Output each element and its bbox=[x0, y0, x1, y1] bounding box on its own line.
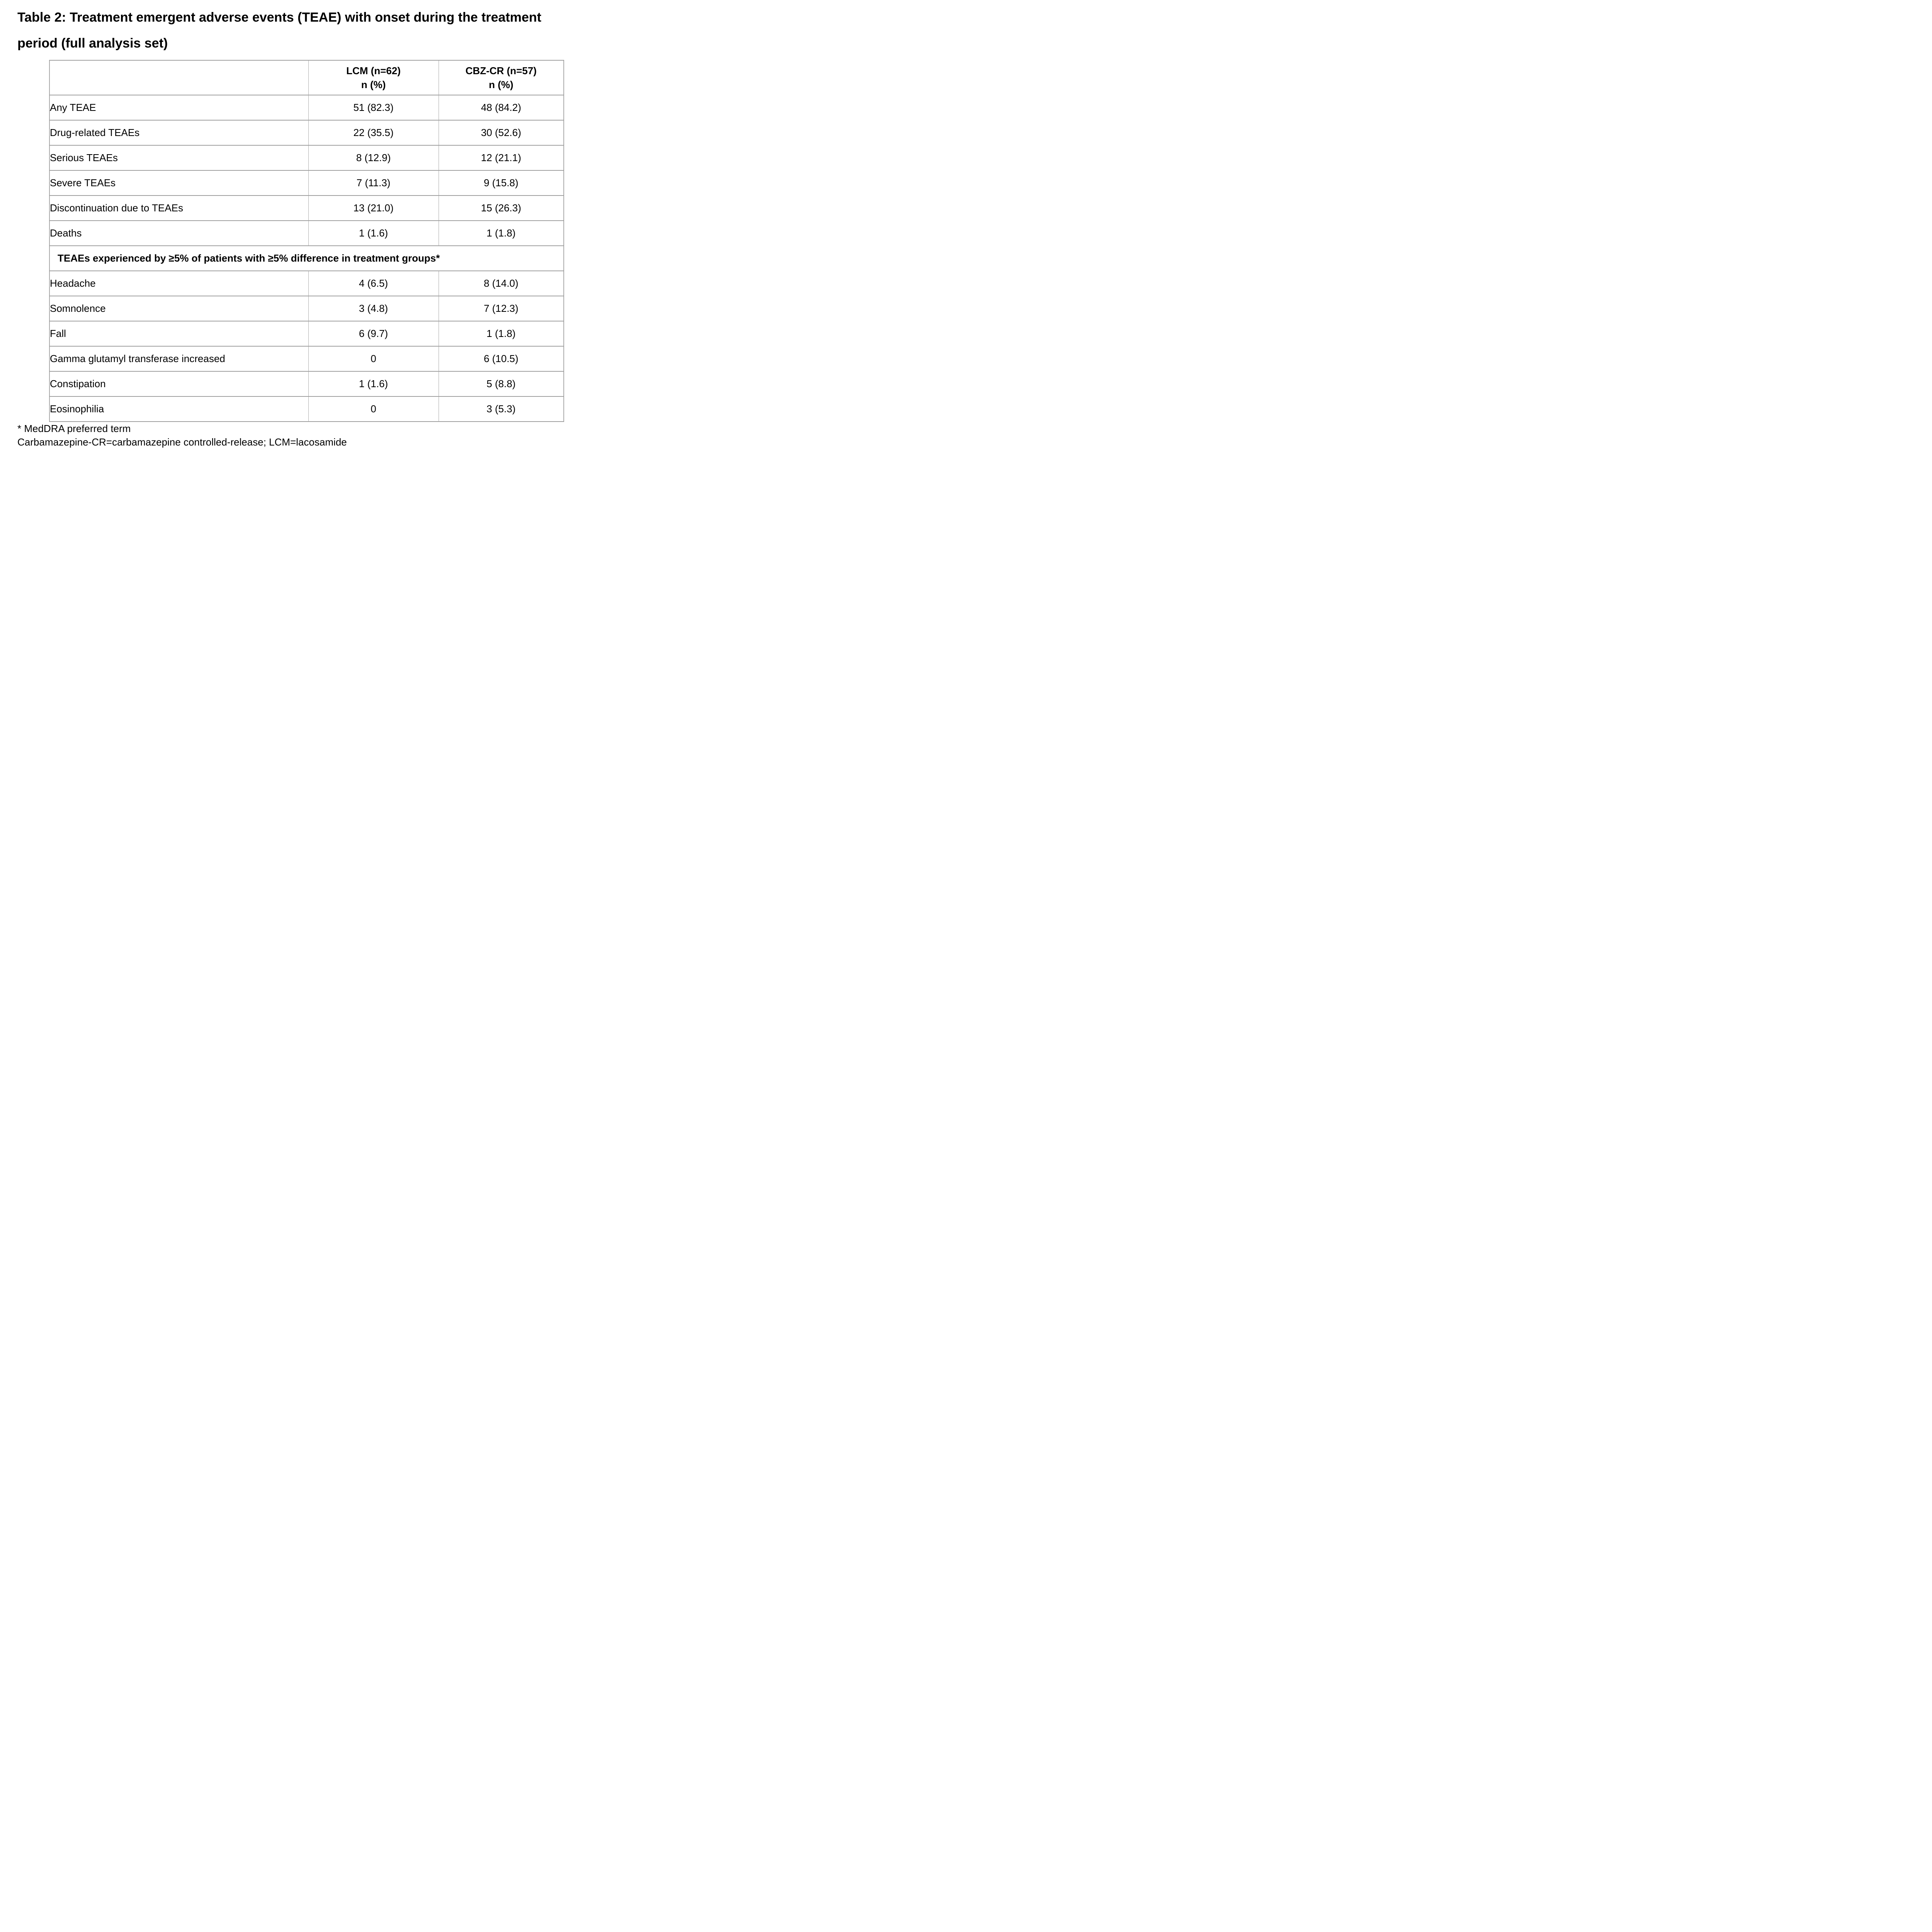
cbz-value-cell: 1 (1.8) bbox=[438, 321, 564, 346]
row-label-cell: Constipation bbox=[49, 371, 309, 396]
lcm-value-cell: 0 bbox=[308, 396, 439, 422]
footnote-abbreviations: Carbamazepine-CR=carbamazepine controlle… bbox=[17, 436, 347, 448]
cbz-value-cell: 9 (15.8) bbox=[438, 170, 564, 196]
lcm-value-cell: 13 (21.0) bbox=[308, 196, 439, 221]
table-row: Gamma glutamyl transferase increased 0 6… bbox=[49, 346, 564, 371]
lcm-value-cell: 8 (12.9) bbox=[308, 145, 439, 170]
row-label-cell: Serious TEAEs bbox=[49, 145, 309, 170]
table-row: Somnolence 3 (4.8) 7 (12.3) bbox=[49, 296, 564, 321]
header-cbz-line1: CBZ-CR (n=57) bbox=[465, 65, 537, 77]
table-row: Discontinuation due to TEAEs 13 (21.0) 1… bbox=[49, 196, 564, 221]
table-row: Eosinophilia 0 3 (5.3) bbox=[49, 396, 564, 422]
teae-table: LCM (n=62) n (%) CBZ-CR (n=57) n (%) Any… bbox=[49, 60, 564, 422]
table-title-line2: period (full analysis set) bbox=[17, 36, 168, 51]
header-lcm-cell: LCM (n=62) n (%) bbox=[308, 60, 439, 95]
row-label-cell: Discontinuation due to TEAEs bbox=[49, 196, 309, 221]
lcm-value-cell: 4 (6.5) bbox=[308, 271, 439, 296]
row-label-cell: Any TEAE bbox=[49, 95, 309, 120]
lcm-value-cell: 22 (35.5) bbox=[308, 120, 439, 145]
lcm-value-cell: 3 (4.8) bbox=[308, 296, 439, 321]
table-row: Serious TEAEs 8 (12.9) 12 (21.1) bbox=[49, 145, 564, 170]
header-cbz-cell: CBZ-CR (n=57) n (%) bbox=[438, 60, 564, 95]
lcm-value-cell: 6 (9.7) bbox=[308, 321, 439, 346]
lcm-value-cell: 7 (11.3) bbox=[308, 170, 439, 196]
cbz-value-cell: 8 (14.0) bbox=[438, 271, 564, 296]
cbz-value-cell: 30 (52.6) bbox=[438, 120, 564, 145]
table-row: Severe TEAEs 7 (11.3) 9 (15.8) bbox=[49, 170, 564, 196]
lcm-value-cell: 0 bbox=[308, 346, 439, 371]
row-label-cell: Eosinophilia bbox=[49, 396, 309, 422]
table-header-row: LCM (n=62) n (%) CBZ-CR (n=57) n (%) bbox=[49, 60, 564, 95]
cbz-value-cell: 3 (5.3) bbox=[438, 396, 564, 422]
row-label-cell: Drug-related TEAEs bbox=[49, 120, 309, 145]
table-section-header-row: TEAEs experienced by ≥5% of patients wit… bbox=[49, 246, 564, 271]
table-row: Fall 6 (9.7) 1 (1.8) bbox=[49, 321, 564, 346]
cbz-value-cell: 48 (84.2) bbox=[438, 95, 564, 120]
lcm-value-cell: 1 (1.6) bbox=[308, 371, 439, 396]
header-cbz-line2: n (%) bbox=[488, 79, 514, 90]
row-label-cell: Somnolence bbox=[49, 296, 309, 321]
table-row: Any TEAE 51 (82.3) 48 (84.2) bbox=[49, 95, 564, 120]
header-empty-cell bbox=[49, 60, 309, 95]
section-header-cell: TEAEs experienced by ≥5% of patients wit… bbox=[49, 246, 564, 271]
row-label-cell: Severe TEAEs bbox=[49, 170, 309, 196]
row-label-cell: Headache bbox=[49, 271, 309, 296]
row-label-cell: Deaths bbox=[49, 221, 309, 246]
table-title-line1: Table 2: Treatment emergent adverse even… bbox=[17, 10, 541, 25]
cbz-value-cell: 15 (26.3) bbox=[438, 196, 564, 221]
document-page: Table 2: Treatment emergent adverse even… bbox=[0, 0, 601, 456]
lcm-value-cell: 1 (1.6) bbox=[308, 221, 439, 246]
table-row: Constipation 1 (1.6) 5 (8.8) bbox=[49, 371, 564, 396]
table-row: Deaths 1 (1.6) 1 (1.8) bbox=[49, 221, 564, 246]
header-lcm-line1: LCM (n=62) bbox=[346, 65, 401, 77]
lcm-value-cell: 51 (82.3) bbox=[308, 95, 439, 120]
cbz-value-cell: 6 (10.5) bbox=[438, 346, 564, 371]
table-footnotes: * MedDRA preferred term Carbamazepine-CR… bbox=[17, 422, 347, 449]
table-row: Drug-related TEAEs 22 (35.5) 30 (52.6) bbox=[49, 120, 564, 145]
row-label-cell: Gamma glutamyl transferase increased bbox=[49, 346, 309, 371]
cbz-value-cell: 5 (8.8) bbox=[438, 371, 564, 396]
table-row: Headache 4 (6.5) 8 (14.0) bbox=[49, 271, 564, 296]
cbz-value-cell: 7 (12.3) bbox=[438, 296, 564, 321]
footnote-meddra: * MedDRA preferred term bbox=[17, 423, 131, 434]
cbz-value-cell: 12 (21.1) bbox=[438, 145, 564, 170]
cbz-value-cell: 1 (1.8) bbox=[438, 221, 564, 246]
row-label-cell: Fall bbox=[49, 321, 309, 346]
table-title: Table 2: Treatment emergent adverse even… bbox=[17, 5, 541, 56]
header-lcm-line2: n (%) bbox=[361, 79, 386, 90]
